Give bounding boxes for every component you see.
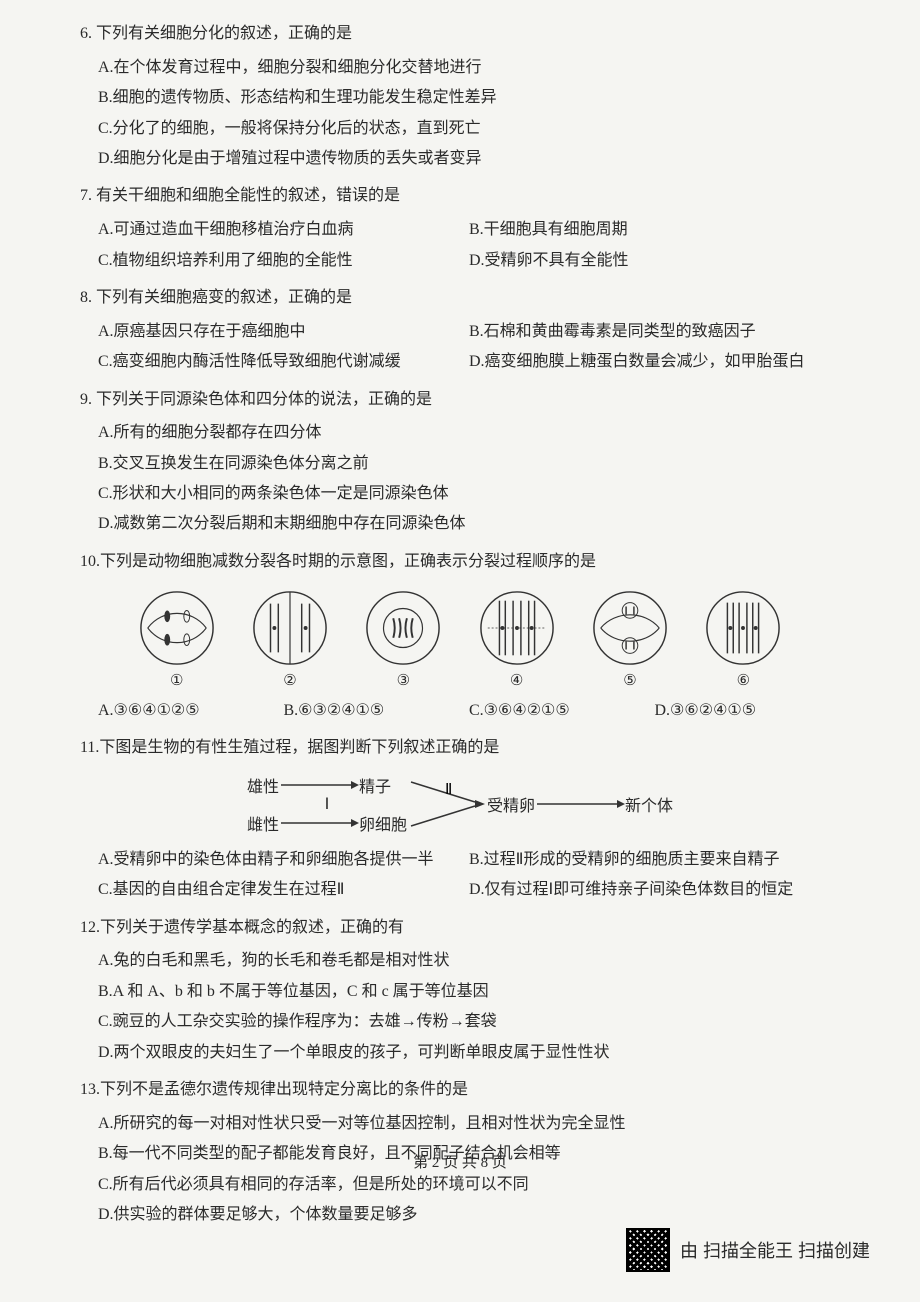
q8-option-b: B.石棉和黄曲霉毒素是同类型的致癌因子 xyxy=(469,317,840,347)
q10-option-c: C.③⑥④②①⑤ xyxy=(469,696,655,726)
q6-option-b: B.细胞的遗传物质、形态结构和生理功能发生稳定性差异 xyxy=(98,83,840,113)
flow-egg: 卵细胞 xyxy=(359,811,407,835)
q11-flow-diagram: 雄性 精子 雌性 卵细胞 Ⅰ Ⅱ 受精卵 新个体 xyxy=(80,773,840,835)
cell-diagram-3 xyxy=(364,589,442,667)
flow-zygote: 受精卵 xyxy=(487,792,535,816)
question-10: 10.下列是动物细胞减数分裂各时期的示意图，正确表示分裂过程顺序的是 xyxy=(80,548,840,726)
flow-roman-1: Ⅰ xyxy=(325,794,330,814)
q11-option-a: A.受精卵中的染色体由精子和卵细胞各提供一半 xyxy=(98,845,469,875)
q10-option-d: D.③⑥②④①⑤ xyxy=(655,696,841,726)
converge-icon: Ⅱ xyxy=(407,774,487,834)
label-6: ⑥ xyxy=(737,671,750,690)
q7-option-c: C.植物组织培养利用了细胞的全能性 xyxy=(98,246,469,276)
q7-stem: 7. 有关干细胞和细胞全能性的叙述，错误的是 xyxy=(80,182,840,211)
scanner-note: 由 扫描全能王 扫描创建 xyxy=(626,1228,870,1272)
converge-arrows: Ⅱ xyxy=(407,774,487,834)
q8-option-d: D.癌变细胞膜上糖蛋白数量会减少，如甲胎蛋白 xyxy=(469,347,840,377)
q9-stem: 9. 下列关于同源染色体和四分体的说法，正确的是 xyxy=(80,386,840,415)
q8-stem: 8. 下列有关细胞癌变的叙述，正确的是 xyxy=(80,284,840,313)
q12-option-c: C.豌豆的人工杂交实验的操作程序为：去雄→传粉→套袋 xyxy=(98,1007,840,1037)
cell-diagram-2 xyxy=(251,589,329,667)
q10-diagram-labels: ① ② ③ ④ ⑤ ⑥ xyxy=(80,671,840,690)
question-8: 8. 下列有关细胞癌变的叙述，正确的是 A.原癌基因只存在于癌细胞中 B.石棉和… xyxy=(80,284,840,378)
cell-diagram-5 xyxy=(591,589,669,667)
qr-code-icon xyxy=(626,1228,670,1272)
q10-option-b: B.⑥③②④①⑤ xyxy=(284,696,470,726)
arrow-icon xyxy=(279,816,359,830)
q11-option-c: C.基因的自由组合定律发生在过程Ⅱ xyxy=(98,875,469,905)
q9-option-c: C.形状和大小相同的两条染色体一定是同源染色体 xyxy=(98,479,840,509)
q13-stem: 13.下列不是孟德尔遗传规律出现特定分离比的条件的是 xyxy=(80,1076,840,1105)
q8-option-a: A.原癌基因只存在于癌细胞中 xyxy=(98,317,469,347)
q6-option-c: C.分化了的细胞，一般将保持分化后的状态，直到死亡 xyxy=(98,114,840,144)
q13-option-d: D.供实验的群体要足够大，个体数量要足够多 xyxy=(98,1200,840,1230)
label-4: ④ xyxy=(510,671,523,690)
q12-options: A.兔的白毛和黑毛，狗的长毛和卷毛都是相对性状 B.A 和 A、b 和 b 不属… xyxy=(80,946,840,1068)
question-6: 6. 下列有关细胞分化的叙述，正确的是 A.在个体发育过程中，细胞分裂和细胞分化… xyxy=(80,20,840,174)
q7-option-d: D.受精卵不具有全能性 xyxy=(469,246,840,276)
q10-diagram-row xyxy=(80,589,840,667)
flow-female: 雌性 xyxy=(247,811,279,835)
flow-sperm: 精子 xyxy=(359,773,391,797)
q11-option-d: D.仅有过程Ⅰ即可维持亲子间染色体数目的恒定 xyxy=(469,875,840,905)
q9-options: A.所有的细胞分裂都存在四分体 B.交叉互换发生在同源染色体分离之前 C.形状和… xyxy=(80,418,840,540)
question-11: 11.下图是生物的有性生殖过程，据图判断下列叙述正确的是 雄性 精子 雌性 卵细… xyxy=(80,734,840,906)
flow-roman-2-svg: Ⅱ xyxy=(445,782,452,798)
q6-options: A.在个体发育过程中，细胞分裂和细胞分化交替地进行 B.细胞的遗传物质、形态结构… xyxy=(80,53,840,175)
q12-option-d: D.两个双眼皮的夫妇生了一个单眼皮的孩子，可判断单眼皮属于显性性状 xyxy=(98,1038,840,1068)
q7-option-a: A.可通过造血干细胞移植治疗白血病 xyxy=(98,215,469,245)
label-2: ② xyxy=(283,671,296,690)
q6-stem: 6. 下列有关细胞分化的叙述，正确的是 xyxy=(80,20,840,49)
flow-male: 雄性 xyxy=(247,773,279,797)
q13-option-a: A.所研究的每一对相对性状只受一对等位基因控制，且相对性状为完全显性 xyxy=(98,1109,840,1139)
arrow-icon xyxy=(279,778,359,792)
cell-diagram-6 xyxy=(704,589,782,667)
scanner-text: 由 扫描全能王 扫描创建 xyxy=(680,1237,870,1263)
label-3: ③ xyxy=(397,671,410,690)
label-5: ⑤ xyxy=(623,671,636,690)
q13-option-c: C.所有后代必须具有相同的存活率，但是所处的环境可以不同 xyxy=(98,1170,840,1200)
question-7: 7. 有关干细胞和细胞全能性的叙述，错误的是 A.可通过造血干细胞移植治疗白血病… xyxy=(80,182,840,276)
q10-options: A.③⑥④①②⑤ B.⑥③②④①⑤ C.③⑥④②①⑤ D.③⑥②④①⑤ xyxy=(80,696,840,726)
q10-option-a: A.③⑥④①②⑤ xyxy=(98,696,284,726)
q6-option-d: D.细胞分化是由于增殖过程中遗传物质的丢失或者变异 xyxy=(98,144,840,174)
q7-options: A.可通过造血干细胞移植治疗白血病 B.干细胞具有细胞周期 C.植物组织培养利用… xyxy=(80,215,840,276)
arrow-icon xyxy=(535,797,625,811)
q12-option-a: A.兔的白毛和黑毛，狗的长毛和卷毛都是相对性状 xyxy=(98,946,840,976)
q12-option-b: B.A 和 A、b 和 b 不属于等位基因，C 和 c 属于等位基因 xyxy=(98,977,840,1007)
q9-option-d: D.减数第二次分裂后期和末期细胞中存在同源染色体 xyxy=(98,509,840,539)
q11-options: A.受精卵中的染色体由精子和卵细胞各提供一半 B.过程Ⅱ形成的受精卵的细胞质主要… xyxy=(80,845,840,906)
page-footer: 第 2 页 共 8 页 xyxy=(0,1151,920,1172)
cell-diagram-4 xyxy=(478,589,556,667)
q6-option-a: A.在个体发育过程中，细胞分裂和细胞分化交替地进行 xyxy=(98,53,840,83)
q9-option-b: B.交叉互换发生在同源染色体分离之前 xyxy=(98,449,840,479)
question-12: 12.下列关于遗传学基本概念的叙述，正确的有 A.兔的白毛和黑毛，狗的长毛和卷毛… xyxy=(80,914,840,1068)
q10-stem: 10.下列是动物细胞减数分裂各时期的示意图，正确表示分裂过程顺序的是 xyxy=(80,548,840,577)
label-1: ① xyxy=(170,671,183,690)
question-9: 9. 下列关于同源染色体和四分体的说法，正确的是 A.所有的细胞分裂都存在四分体… xyxy=(80,386,840,540)
cell-diagram-1 xyxy=(138,589,216,667)
q9-option-a: A.所有的细胞分裂都存在四分体 xyxy=(98,418,840,448)
q8-options: A.原癌基因只存在于癌细胞中 B.石棉和黄曲霉毒素是同类型的致癌因子 C.癌变细… xyxy=(80,317,840,378)
q11-stem: 11.下图是生物的有性生殖过程，据图判断下列叙述正确的是 xyxy=(80,734,840,763)
flow-new: 新个体 xyxy=(625,792,673,816)
q12-stem: 12.下列关于遗传学基本概念的叙述，正确的有 xyxy=(80,914,840,943)
q8-option-c: C.癌变细胞内酶活性降低导致细胞代谢减缓 xyxy=(98,347,469,377)
q11-option-b: B.过程Ⅱ形成的受精卵的细胞质主要来自精子 xyxy=(469,845,840,875)
q7-option-b: B.干细胞具有细胞周期 xyxy=(469,215,840,245)
